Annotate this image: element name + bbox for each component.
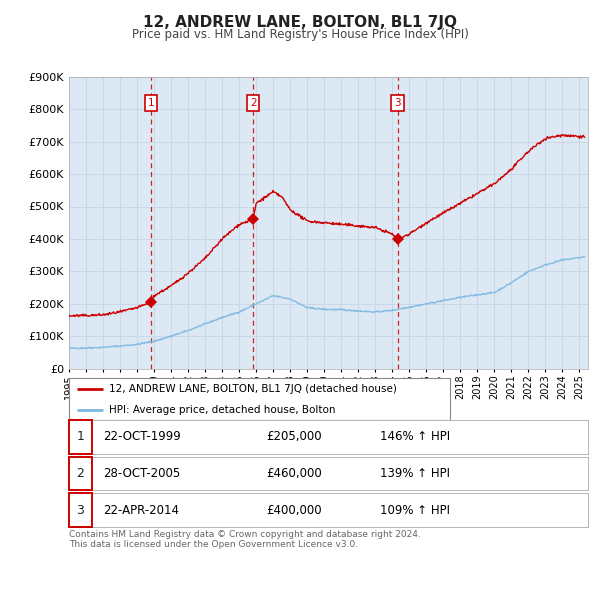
- Text: 1: 1: [148, 98, 154, 107]
- Text: 3: 3: [76, 503, 85, 517]
- Text: 1: 1: [76, 430, 85, 444]
- Text: 22-OCT-1999: 22-OCT-1999: [103, 430, 181, 444]
- Text: 22-APR-2014: 22-APR-2014: [103, 503, 179, 517]
- Text: 3: 3: [394, 98, 401, 107]
- Text: 12, ANDREW LANE, BOLTON, BL1 7JQ (detached house): 12, ANDREW LANE, BOLTON, BL1 7JQ (detach…: [109, 384, 397, 394]
- Text: 139% ↑ HPI: 139% ↑ HPI: [380, 467, 451, 480]
- Text: £205,000: £205,000: [266, 430, 322, 444]
- Text: £400,000: £400,000: [266, 503, 322, 517]
- Text: 28-OCT-2005: 28-OCT-2005: [103, 467, 180, 480]
- Text: 2: 2: [250, 98, 256, 107]
- Text: £460,000: £460,000: [266, 467, 322, 480]
- Text: HPI: Average price, detached house, Bolton: HPI: Average price, detached house, Bolt…: [109, 405, 335, 415]
- Text: 109% ↑ HPI: 109% ↑ HPI: [380, 503, 451, 517]
- Text: 2: 2: [76, 467, 85, 480]
- Text: Contains HM Land Registry data © Crown copyright and database right 2024.
This d: Contains HM Land Registry data © Crown c…: [69, 530, 421, 549]
- Text: 12, ANDREW LANE, BOLTON, BL1 7JQ: 12, ANDREW LANE, BOLTON, BL1 7JQ: [143, 15, 457, 30]
- Text: 146% ↑ HPI: 146% ↑ HPI: [380, 430, 451, 444]
- Text: Price paid vs. HM Land Registry's House Price Index (HPI): Price paid vs. HM Land Registry's House …: [131, 28, 469, 41]
